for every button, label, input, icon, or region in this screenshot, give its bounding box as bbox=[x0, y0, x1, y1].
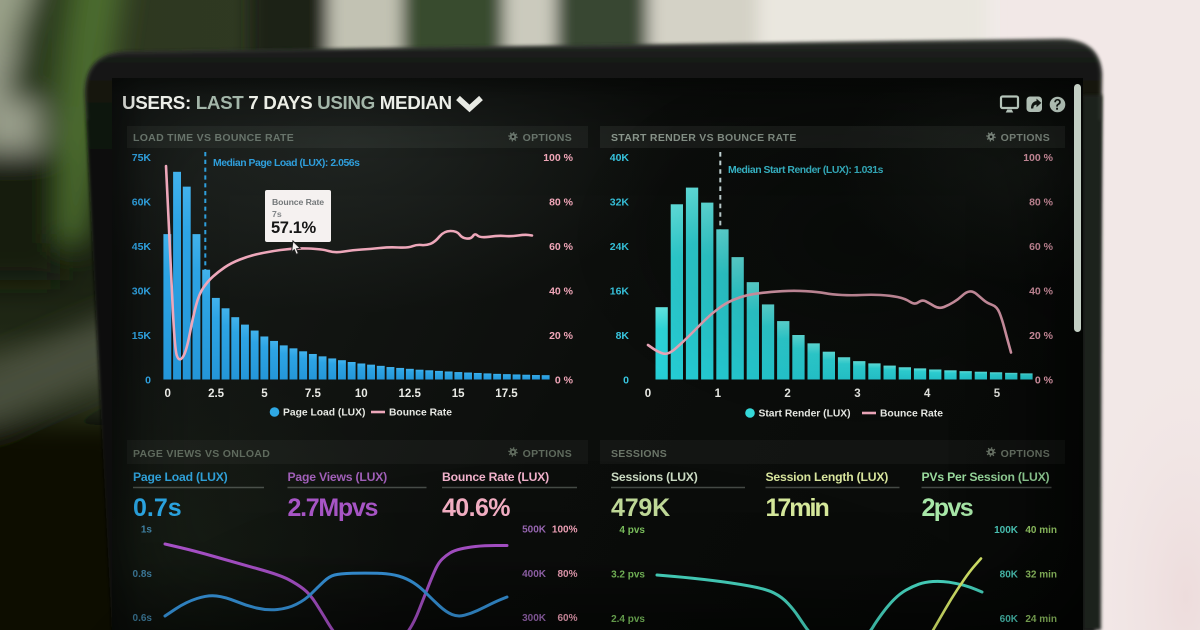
svg-text:SESSIONS: SESSIONS bbox=[611, 448, 667, 460]
svg-text:500K: 500K bbox=[522, 525, 547, 536]
svg-text:OPTIONS: OPTIONS bbox=[523, 132, 572, 144]
svg-text:4 pvs: 4 pvs bbox=[619, 525, 645, 536]
svg-text:3.2 pvs: 3.2 pvs bbox=[611, 570, 645, 581]
svg-text:USERS: LAST 7 DAYS USING MEDIA: USERS: LAST 7 DAYS USING MEDIAN bbox=[122, 92, 452, 113]
svg-text:100K: 100K bbox=[994, 525, 1019, 536]
svg-text:OPTIONS: OPTIONS bbox=[1001, 448, 1050, 460]
svg-text:80 %: 80 % bbox=[1029, 196, 1054, 208]
svg-text:32 min: 32 min bbox=[1025, 570, 1057, 581]
svg-text:24K: 24K bbox=[610, 241, 630, 253]
svg-text:80K: 80K bbox=[1000, 570, 1019, 581]
svg-text:Page Load (LUX): Page Load (LUX) bbox=[283, 408, 365, 419]
svg-text:300K: 300K bbox=[522, 613, 547, 624]
svg-text:1s: 1s bbox=[141, 525, 153, 536]
svg-text:PVs Per Session (LUX): PVs Per Session (LUX) bbox=[922, 470, 1050, 484]
svg-text:3: 3 bbox=[854, 388, 860, 400]
svg-text:60K: 60K bbox=[1000, 614, 1019, 625]
svg-text:16K: 16K bbox=[610, 285, 630, 297]
svg-text:0.8s: 0.8s bbox=[133, 569, 153, 580]
svg-text:Page Load (LUX): Page Load (LUX) bbox=[133, 470, 228, 484]
svg-text:400K: 400K bbox=[522, 569, 547, 580]
svg-text:Median Start Render (LUX): 1.0: Median Start Render (LUX): 1.031s bbox=[728, 165, 884, 176]
svg-text:PAGE VIEWS VS ONLOAD: PAGE VIEWS VS ONLOAD bbox=[133, 448, 270, 460]
svg-text:OPTIONS: OPTIONS bbox=[523, 448, 572, 460]
svg-text:40K: 40K bbox=[610, 152, 630, 164]
svg-text:100 %: 100 % bbox=[543, 152, 573, 164]
svg-text:100 %: 100 % bbox=[1023, 152, 1053, 164]
svg-text:40 min: 40 min bbox=[1025, 525, 1057, 536]
svg-text:Sessions (LUX): Sessions (LUX) bbox=[611, 470, 698, 484]
svg-text:Session Length (LUX): Session Length (LUX) bbox=[766, 470, 889, 484]
svg-text:7.5: 7.5 bbox=[305, 388, 322, 400]
svg-text:60 %: 60 % bbox=[1029, 241, 1054, 253]
svg-text:Bounce Rate: Bounce Rate bbox=[389, 408, 452, 419]
svg-text:0 %: 0 % bbox=[555, 374, 574, 386]
svg-text:40.6%: 40.6% bbox=[442, 494, 510, 522]
svg-text:Median Page Load (LUX): 2.056s: Median Page Load (LUX): 2.056s bbox=[213, 158, 360, 169]
svg-text:Bounce Rate: Bounce Rate bbox=[880, 409, 943, 420]
svg-text:0 %: 0 % bbox=[1035, 374, 1054, 386]
svg-text:20 %: 20 % bbox=[549, 330, 574, 342]
svg-text:30K: 30K bbox=[132, 285, 152, 297]
svg-text:2.5: 2.5 bbox=[208, 388, 225, 400]
svg-text:32K: 32K bbox=[610, 196, 630, 208]
svg-text:4: 4 bbox=[924, 388, 931, 400]
svg-text:2.4 pvs: 2.4 pvs bbox=[611, 614, 645, 625]
svg-text:60K: 60K bbox=[132, 196, 152, 208]
svg-text:START RENDER VS BOUNCE RATE: START RENDER VS BOUNCE RATE bbox=[611, 132, 797, 144]
svg-text:80%: 80% bbox=[557, 569, 577, 580]
svg-text:Page Views (LUX): Page Views (LUX) bbox=[288, 470, 388, 484]
svg-text:45K: 45K bbox=[132, 241, 152, 253]
svg-text:0: 0 bbox=[145, 374, 151, 386]
svg-text:40 %: 40 % bbox=[549, 285, 574, 297]
svg-text:2pvs: 2pvs bbox=[922, 494, 973, 522]
svg-text:12.5: 12.5 bbox=[399, 388, 422, 400]
svg-text:10: 10 bbox=[355, 388, 368, 400]
svg-text:Bounce Rate (LUX): Bounce Rate (LUX) bbox=[442, 470, 549, 484]
svg-text:100%: 100% bbox=[552, 525, 578, 536]
svg-text:2.7Mpvs: 2.7Mpvs bbox=[288, 494, 378, 522]
svg-text:2: 2 bbox=[784, 388, 790, 400]
svg-text:1: 1 bbox=[715, 388, 722, 400]
svg-text:0: 0 bbox=[164, 388, 170, 400]
svg-text:60 %: 60 % bbox=[549, 241, 574, 253]
svg-text:LOAD TIME VS BOUNCE RATE: LOAD TIME VS BOUNCE RATE bbox=[133, 132, 294, 144]
svg-text:24 min: 24 min bbox=[1025, 614, 1057, 625]
svg-text:479K: 479K bbox=[611, 494, 670, 522]
svg-text:17.5: 17.5 bbox=[495, 388, 518, 400]
svg-text:40 %: 40 % bbox=[1029, 285, 1054, 297]
svg-text:Start Render (LUX): Start Render (LUX) bbox=[759, 409, 851, 420]
svg-text:15: 15 bbox=[452, 388, 465, 400]
svg-text:60%: 60% bbox=[557, 613, 577, 624]
svg-text:5: 5 bbox=[994, 388, 1001, 400]
svg-text:80 %: 80 % bbox=[549, 196, 574, 208]
svg-text:8K: 8K bbox=[616, 330, 630, 342]
svg-text:0.6s: 0.6s bbox=[133, 613, 153, 624]
svg-text:0: 0 bbox=[645, 388, 651, 400]
svg-text:15K: 15K bbox=[132, 330, 152, 342]
svg-text:0: 0 bbox=[623, 374, 629, 386]
svg-text:20 %: 20 % bbox=[1029, 330, 1054, 342]
svg-text:5: 5 bbox=[261, 388, 268, 400]
svg-text:OPTIONS: OPTIONS bbox=[1001, 132, 1050, 144]
svg-text:17min: 17min bbox=[766, 494, 829, 522]
svg-text:75K: 75K bbox=[132, 152, 152, 164]
svg-text:0.7s: 0.7s bbox=[133, 494, 182, 522]
